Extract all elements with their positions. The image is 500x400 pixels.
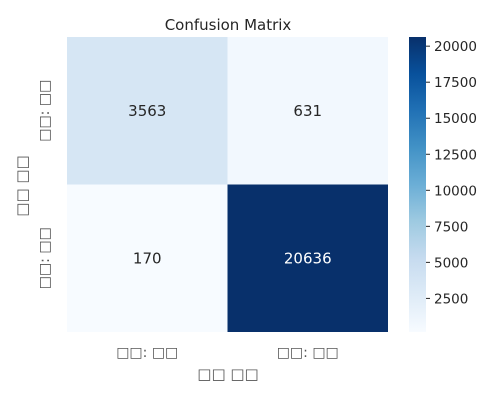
colorbar-tick-label: 2500 <box>434 291 468 307</box>
colorbar-tick-label: 7500 <box>434 219 468 235</box>
colorbar-tick-label: 15000 <box>434 111 477 127</box>
colorbar-ticks: 2500 5000 7500 10000 12500 15000 17500 20000 <box>426 39 477 307</box>
x-tick-label: □□: □□ <box>277 345 339 361</box>
x-axis-ticks: □□: □□ □□: □□ <box>116 345 339 361</box>
cell-value-label: 20636 <box>284 249 332 267</box>
x-axis-label: □□ □□ <box>197 365 258 383</box>
colorbar-tick-label: 12500 <box>434 147 477 163</box>
chart-title: Confusion Matrix <box>165 16 292 34</box>
colorbar <box>409 37 426 332</box>
heatmap-cell-r1-c1 <box>227 184 388 332</box>
heatmap-cell-r0-c1 <box>227 37 388 185</box>
y-axis-ticks: □□: □□ □□: □□ <box>37 80 53 290</box>
x-tick-label: □□: □□ <box>116 345 178 361</box>
cell-value-label: 170 <box>133 249 162 267</box>
colorbar-tick-label: 20000 <box>434 39 477 55</box>
cell-value-label: 631 <box>293 102 322 120</box>
cell-value-label: 3563 <box>128 102 166 120</box>
y-tick-label: □□: □□ <box>37 227 53 289</box>
colorbar-tick-label: 10000 <box>434 183 477 199</box>
heatmap-cell-r0-c0 <box>67 37 228 185</box>
y-tick-label: □□: □□ <box>37 80 53 142</box>
y-axis-label: □□ □□ <box>13 155 31 216</box>
colorbar-tick-label: 5000 <box>434 255 468 271</box>
colorbar-tick-label: 17500 <box>434 75 477 91</box>
heatmap-cells: 3563 631 170 20636 <box>67 37 388 332</box>
heatmap-cell-r1-c0 <box>67 184 228 332</box>
